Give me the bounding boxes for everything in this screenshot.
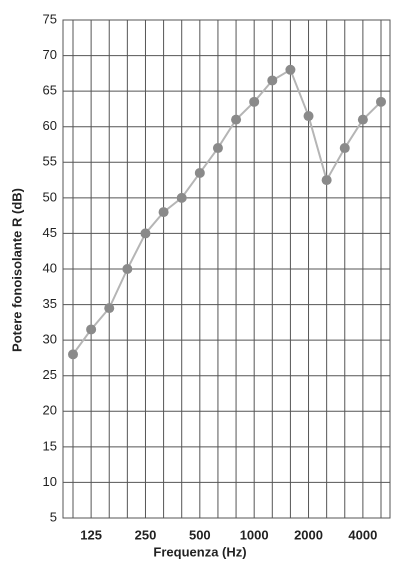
x-tick-label: 250 — [135, 527, 157, 542]
data-point — [285, 64, 296, 75]
data-point — [140, 228, 151, 239]
x-tick-label: 1000 — [240, 527, 269, 542]
data-point — [249, 96, 260, 107]
x-tick-label: 4000 — [348, 527, 377, 542]
data-point — [158, 207, 169, 218]
y-tick-label: 70 — [43, 47, 57, 62]
y-tick-label: 65 — [43, 83, 57, 98]
y-tick-label: 40 — [43, 260, 57, 275]
data-point — [104, 303, 115, 314]
data-point — [68, 349, 78, 360]
x-tick-label: 125 — [80, 527, 102, 542]
y-tick-label: 25 — [43, 367, 57, 382]
y-tick-label: 20 — [43, 403, 57, 418]
data-point — [231, 114, 242, 125]
data-point — [86, 324, 97, 335]
y-tick-label: 55 — [43, 154, 57, 169]
data-point — [176, 192, 187, 203]
y-axis-label: Potere fonoisolante R (dB) — [9, 188, 24, 352]
data-point — [194, 167, 205, 178]
y-tick-label: 45 — [43, 225, 57, 240]
y-tick-label: 15 — [43, 438, 57, 453]
x-axis-label: Frequenza (Hz) — [153, 544, 246, 559]
data-point — [122, 264, 133, 274]
y-tick-label: 75 — [43, 11, 57, 26]
y-tick-label: 30 — [43, 332, 57, 347]
y-tick-label: 50 — [43, 189, 57, 204]
data-point — [303, 111, 314, 122]
y-tick-label: 5 — [50, 509, 57, 524]
x-tick-label: 2000 — [294, 527, 323, 542]
data-point — [339, 143, 350, 154]
data-point — [321, 175, 332, 186]
data-point — [376, 96, 386, 107]
data-point — [357, 114, 368, 125]
y-tick-label: 10 — [43, 474, 57, 489]
x-tick-label: 500 — [189, 527, 211, 542]
y-tick-label: 35 — [43, 296, 57, 311]
data-point — [212, 143, 223, 154]
y-tick-label: 60 — [43, 118, 57, 133]
data-line — [72, 68, 382, 355]
data-point — [267, 75, 278, 86]
